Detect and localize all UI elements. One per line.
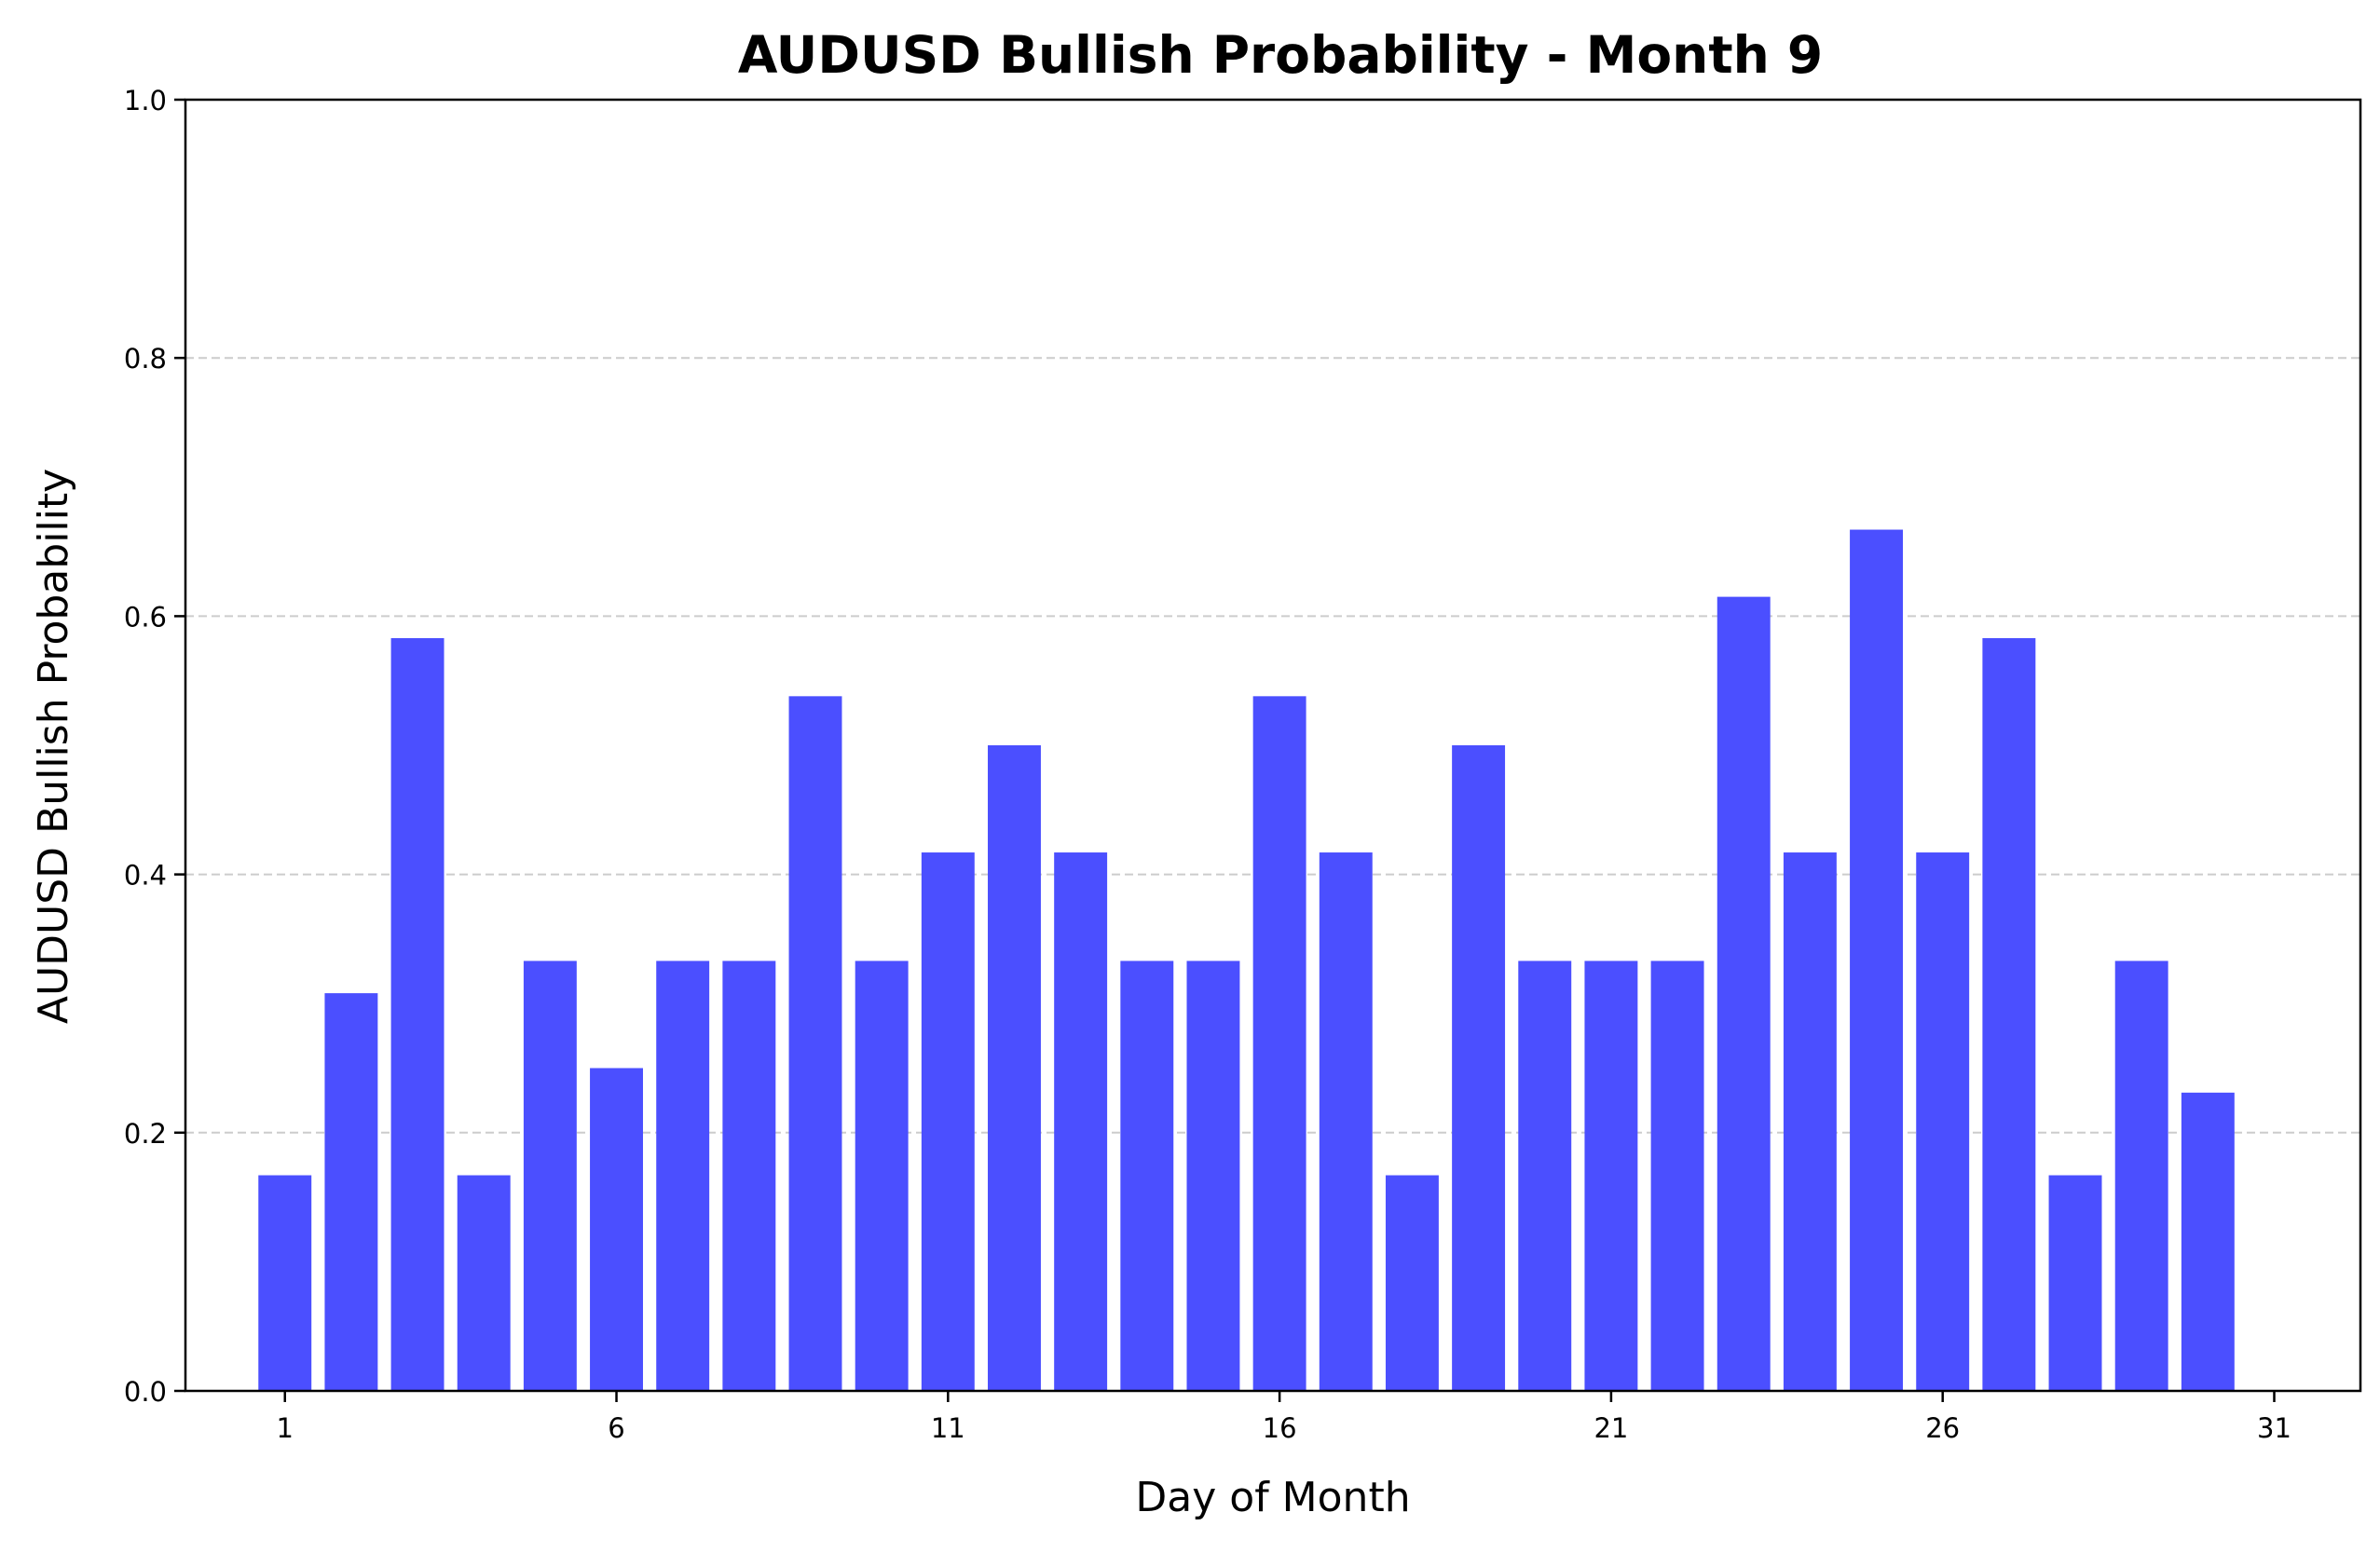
- bar-day-6: [590, 1068, 643, 1391]
- bar-day-15: [1186, 960, 1240, 1391]
- x-tick-label: 21: [1594, 1412, 1628, 1444]
- y-axis-ticks: 0.0 0.2 0.4 0.6 0.8 1.0: [124, 85, 185, 1408]
- bar-day-3: [390, 637, 445, 1391]
- bar-day-19: [1452, 745, 1506, 1391]
- bar-day-14: [1120, 960, 1174, 1391]
- y-tick-label: 0.4: [124, 860, 167, 892]
- y-axis-label: AUDUSD Bullish Probability: [30, 469, 77, 1024]
- bar-day-29: [2114, 960, 2168, 1391]
- bar-day-9: [788, 696, 842, 1391]
- bar-day-23: [1717, 596, 1771, 1391]
- bar-day-30: [2181, 1092, 2235, 1391]
- bar-day-24: [1783, 852, 1837, 1391]
- bar-day-21: [1584, 960, 1638, 1391]
- bar-day-27: [1982, 637, 2036, 1391]
- bar-day-5: [523, 960, 577, 1391]
- x-axis-label: Day of Month: [1135, 1474, 1410, 1521]
- bar-day-1: [258, 1175, 312, 1391]
- x-tick-label: 11: [931, 1412, 965, 1444]
- x-tick-label: 31: [2257, 1412, 2291, 1444]
- bar-day-2: [324, 993, 378, 1391]
- bar-day-17: [1319, 852, 1373, 1391]
- bar-day-4: [457, 1175, 511, 1391]
- bar-day-10: [855, 960, 909, 1391]
- x-tick-label: 1: [277, 1412, 294, 1444]
- bar-day-26: [1916, 852, 1970, 1391]
- bar-day-20: [1518, 960, 1572, 1391]
- y-tick-label: 0.6: [124, 601, 167, 633]
- x-tick-label: 6: [608, 1412, 624, 1444]
- y-tick-label: 0.8: [124, 343, 167, 375]
- x-axis-ticks: 1 6 11 16 21 26 31: [277, 1391, 2291, 1444]
- plot-frame: [184, 98, 2362, 1393]
- bars: [258, 529, 2235, 1391]
- bar-day-12: [988, 745, 1041, 1391]
- bar-day-7: [656, 960, 710, 1391]
- bar-day-25: [1850, 529, 1904, 1391]
- y-tick-label: 1.0: [124, 85, 167, 116]
- bar-day-18: [1385, 1175, 1439, 1391]
- chart-title: AUDUSD Bullish Probability - Month 9: [738, 25, 1823, 85]
- x-tick-label: 26: [1925, 1412, 1960, 1444]
- y-tick-label: 0.0: [124, 1376, 167, 1408]
- bar-day-13: [1054, 852, 1108, 1391]
- bar-day-22: [1650, 960, 1704, 1391]
- y-tick-label: 0.2: [124, 1118, 167, 1150]
- bar-day-28: [2048, 1175, 2102, 1391]
- bar-day-8: [722, 960, 776, 1391]
- bar-day-16: [1252, 696, 1306, 1391]
- bar-day-11: [921, 852, 975, 1391]
- x-tick-label: 16: [1263, 1412, 1297, 1444]
